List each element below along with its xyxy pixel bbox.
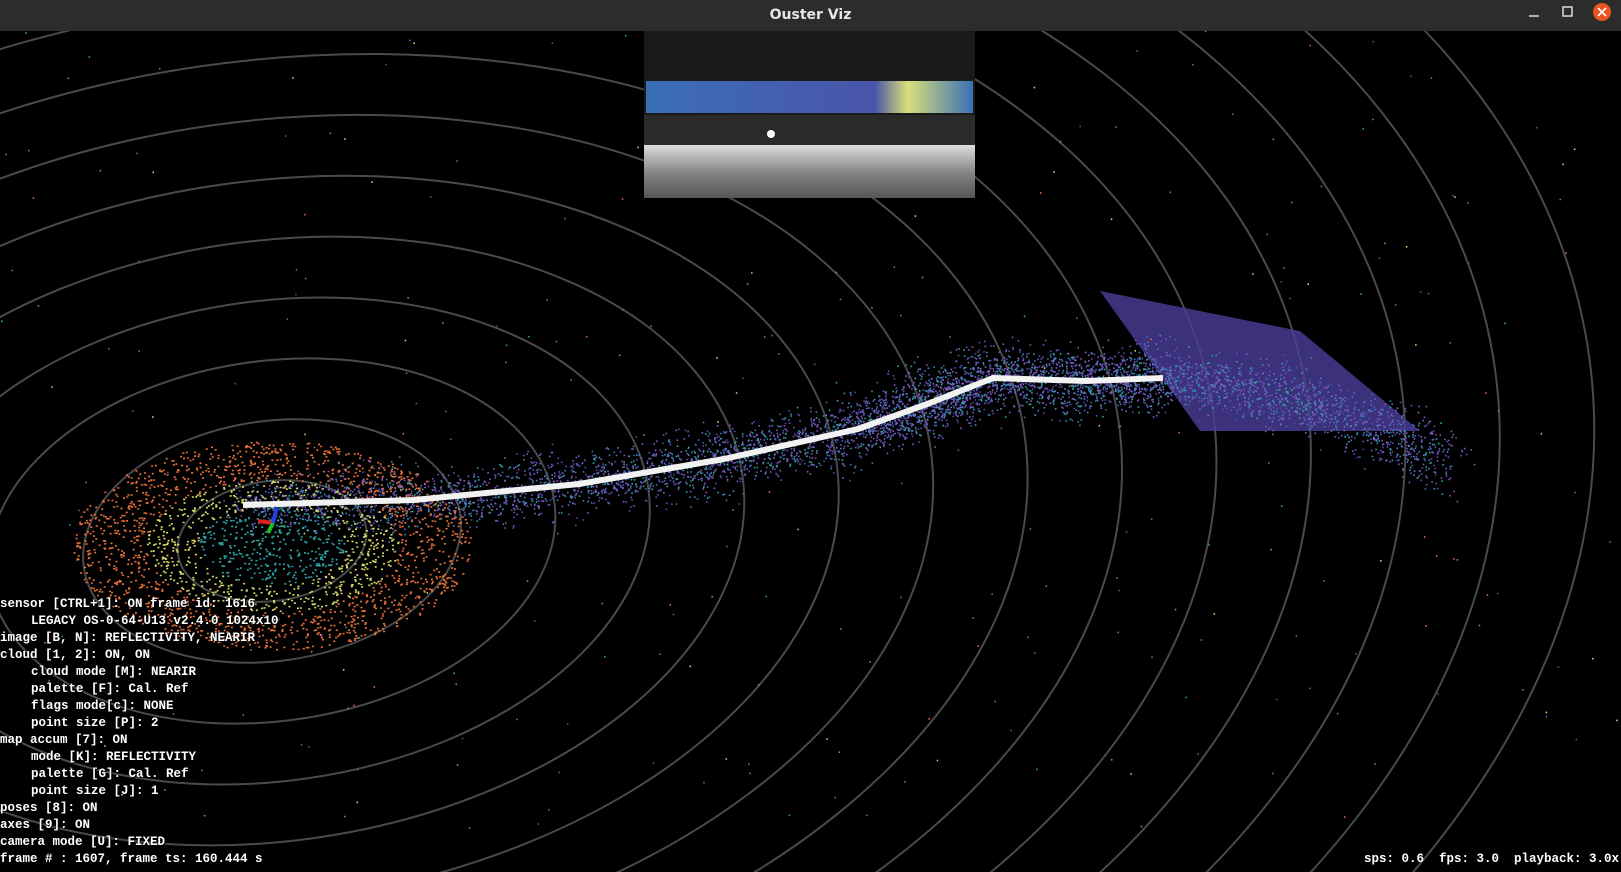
grid-ring bbox=[0, 357, 557, 725]
grid-ring bbox=[0, 296, 651, 786]
maximize-button[interactable] bbox=[1562, 6, 1573, 17]
map-slab bbox=[1100, 291, 1420, 431]
grid-ring bbox=[176, 479, 368, 603]
light-spot bbox=[767, 130, 775, 138]
status-bar: sps: 0.6 fps: 3.0 playback: 3.0x bbox=[1363, 852, 1619, 866]
grid-ring bbox=[0, 31, 1407, 872]
hud-line: flags mode[c]: NONE bbox=[31, 699, 174, 713]
window-controls bbox=[1529, 3, 1611, 21]
grid-ring bbox=[0, 174, 840, 872]
cloud-points bbox=[5, 44, 1567, 828]
hud-line: camera mode [U]: FIXED bbox=[0, 835, 166, 849]
nearir-sky bbox=[644, 115, 975, 145]
hud-line: LEGACY OS-0-64-U13 v2.4.0 1024x10 bbox=[31, 614, 279, 628]
axis-y bbox=[266, 522, 275, 534]
hud-line: map accum [7]: ON bbox=[0, 733, 128, 747]
hud-line: cloud [1, 2]: ON, ON bbox=[0, 648, 151, 662]
cloud-points bbox=[51, 42, 1618, 804]
grid-ring bbox=[0, 113, 935, 872]
window-title: Ouster Viz bbox=[769, 7, 852, 23]
hud-line: palette [G]: Cal. Ref bbox=[31, 767, 189, 781]
hud-line: frame # : 1607, frame ts: 160.444 s bbox=[0, 852, 263, 866]
hud-line: palette [F]: Cal. Ref bbox=[31, 682, 189, 696]
hud-line: image [B, N]: REFLECTIVITY, NEARIR bbox=[0, 631, 256, 645]
hud-line: sensor [CTRL+1]: ON frame id: 1616 bbox=[0, 597, 256, 611]
title-bar: Ouster Viz bbox=[0, 0, 1621, 31]
trajectory bbox=[242, 375, 1164, 508]
close-button[interactable] bbox=[1593, 3, 1611, 21]
axis-x bbox=[257, 519, 274, 525]
grid-ring bbox=[0, 31, 1596, 872]
nearir-image bbox=[644, 145, 975, 198]
hud-panel: sensor [CTRL+1]: ON frame id: 1616 LEGACY… bbox=[0, 596, 279, 868]
grid-ring bbox=[0, 235, 746, 847]
reflectivity-image bbox=[646, 81, 973, 113]
hud-line: axes [9]: ON bbox=[0, 818, 91, 832]
grid-ring bbox=[0, 53, 1029, 872]
point-cloud bbox=[1, 31, 1618, 829]
hud-line: poses [8]: ON bbox=[0, 801, 98, 815]
hud-line: cloud mode [M]: NEARIR bbox=[31, 665, 197, 679]
close-icon bbox=[1597, 7, 1607, 17]
viewport-3d[interactable] bbox=[0, 31, 1621, 872]
grid-ring bbox=[0, 31, 1501, 872]
hud-line: point size [J]: 1 bbox=[31, 784, 159, 798]
grid-ring bbox=[0, 31, 1124, 872]
sensor-axes bbox=[257, 506, 279, 534]
hud-line: mode [K]: REFLECTIVITY bbox=[31, 750, 197, 764]
image-inset bbox=[644, 31, 975, 198]
axis-z bbox=[271, 506, 279, 524]
hud-line: point size [P]: 2 bbox=[31, 716, 159, 730]
